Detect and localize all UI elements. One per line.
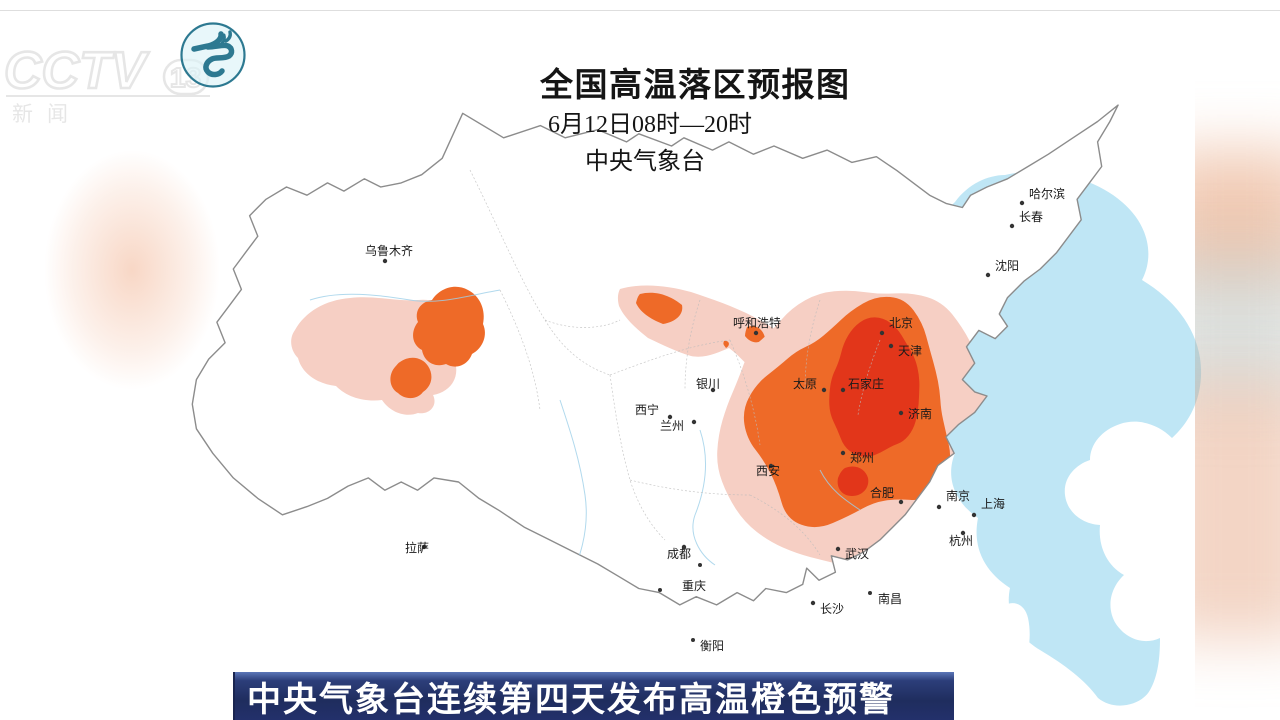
svg-text:兰州: 兰州 [660, 419, 684, 433]
svg-text:郑州: 郑州 [850, 450, 874, 465]
svg-text:南昌: 南昌 [878, 591, 902, 606]
svg-text:上海: 上海 [981, 496, 1005, 511]
svg-text:哈尔滨: 哈尔滨 [1029, 186, 1065, 201]
svg-text:南京: 南京 [946, 488, 970, 503]
svg-text:成都: 成都 [667, 547, 691, 561]
svg-text:北京: 北京 [889, 316, 913, 330]
svg-text:银川: 银川 [696, 377, 720, 391]
svg-text:衡阳: 衡阳 [700, 639, 724, 653]
svg-text:西安: 西安 [756, 463, 780, 478]
svg-text:长春: 长春 [1019, 210, 1043, 224]
svg-text:沈阳: 沈阳 [995, 258, 1019, 273]
svg-text:乌鲁木齐: 乌鲁木齐 [365, 243, 413, 258]
svg-text:呼和浩特: 呼和浩特 [733, 315, 781, 330]
svg-text:济南: 济南 [908, 406, 932, 421]
svg-text:天津: 天津 [898, 344, 922, 358]
svg-text:石家庄: 石家庄 [848, 376, 884, 391]
svg-text:新闻: 新闻 [12, 103, 82, 126]
svg-text:CCTV: CCTV [4, 42, 150, 100]
svg-text:6月12日08时—20时: 6月12日08时—20时 [548, 111, 752, 138]
svg-text:全国高温落区预报图: 全国高温落区预报图 [539, 66, 851, 104]
svg-text:重庆: 重庆 [682, 579, 706, 593]
svg-text:西宁: 西宁 [635, 402, 659, 417]
svg-text:武汉: 武汉 [845, 547, 869, 561]
svg-text:拉萨: 拉萨 [405, 540, 429, 555]
svg-text:中央气象台: 中央气象台 [585, 148, 705, 175]
svg-text:杭州: 杭州 [949, 533, 973, 548]
svg-text:太原: 太原 [793, 376, 817, 391]
svg-text:长沙: 长沙 [820, 602, 844, 616]
svg-text:合肥: 合肥 [870, 485, 894, 500]
